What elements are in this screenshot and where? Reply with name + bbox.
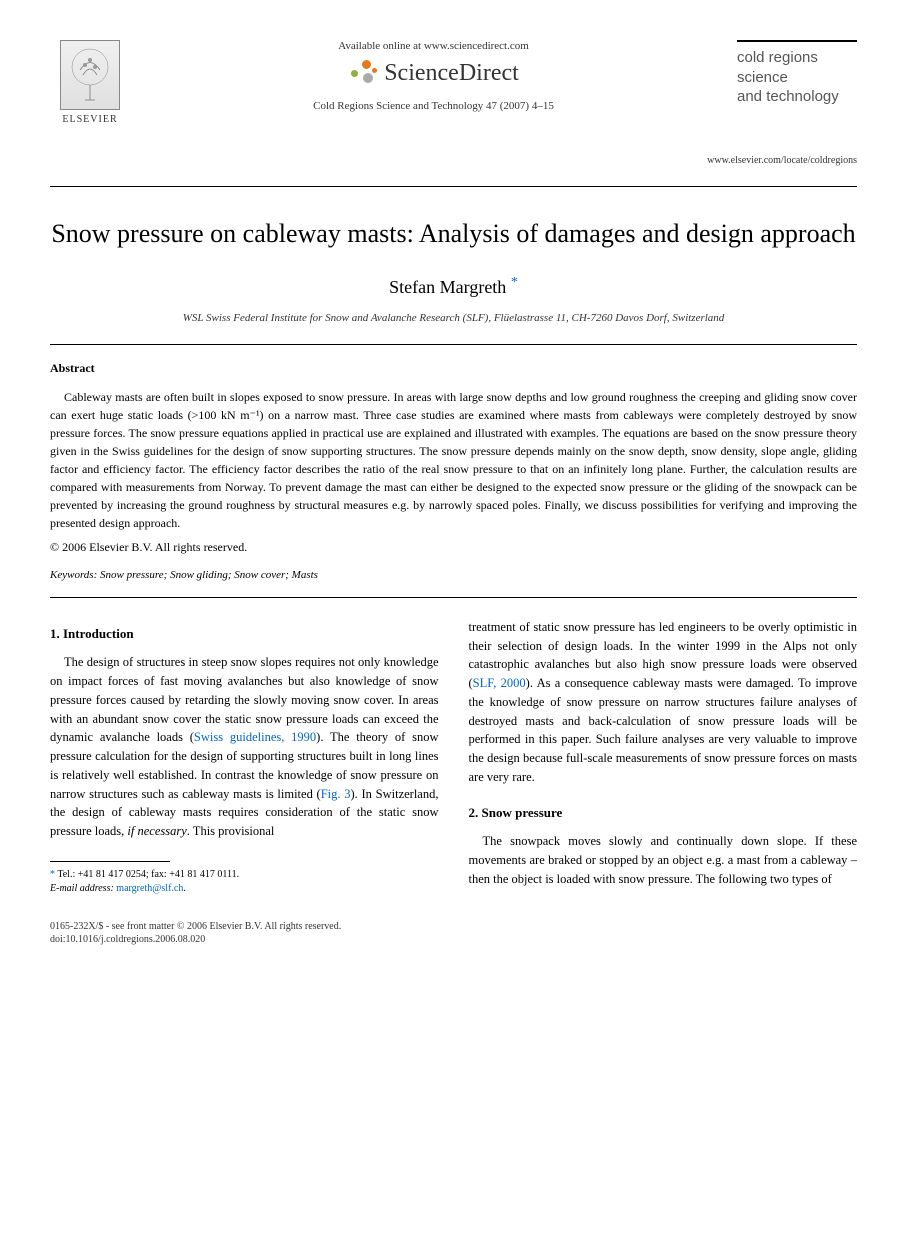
title-top-rule [50,186,857,187]
footnote-fax: +41 81 417 0111. [169,869,239,880]
intro-paragraph-1: The design of structures in steep snow s… [50,653,439,841]
ref-slf-2000[interactable]: SLF, 2000 [473,676,526,690]
section-2-paragraph-1: The snowpack moves slowly and continuall… [469,832,858,888]
intro-col2-text-b: ). As a consequence cableway masts were … [469,676,858,784]
sciencedirect-block: ScienceDirect [130,58,737,88]
ref-fig-3[interactable]: Fig. 3 [321,787,351,801]
citation-line: Cold Regions Science and Technology 47 (… [130,100,737,112]
sciencedirect-wordmark: ScienceDirect [384,60,519,87]
journal-url: www.elsevier.com/locate/coldregions [50,155,857,166]
corresponding-author-footnote: * Tel.: +41 81 417 0254; fax: +41 81 417… [50,868,439,896]
page-footer: 0165-232X/$ - see front matter © 2006 El… [50,920,857,946]
sciencedirect-dots-icon [348,58,378,88]
abstract-copyright: © 2006 Elsevier B.V. All rights reserved… [50,540,857,555]
journal-name-line3: and technology [737,88,839,105]
column-left: 1. Introduction The design of structures… [50,618,439,896]
column-right: treatment of static snow pressure has le… [469,618,858,896]
journal-title-block: cold regions science and technology [737,40,857,107]
journal-name: cold regions science and technology [737,48,857,107]
abstract-bottom-rule [50,597,857,598]
keywords-label: Keywords: [50,569,97,581]
section-1-heading: 1. Introduction [50,624,439,644]
abstract-heading: Abstract [50,361,857,376]
footnote-email[interactable]: margreth@slf.ch [116,883,183,894]
journal-top-rule [737,40,857,42]
abstract-body: Cableway masts are often built in slopes… [50,390,857,530]
footnote-tel: +41 81 417 0254; [78,869,151,880]
footer-doi-line: doi:10.1016/j.coldregions.2006.08.020 [50,933,857,946]
intro-paragraph-continued: treatment of static snow pressure has le… [469,618,858,787]
journal-name-line2: science [737,69,788,86]
footnote-email-label: E-mail address: [50,883,114,894]
header-row: ELSEVIER Available online at www.science… [50,40,857,125]
elsevier-tree-icon [65,45,115,105]
elsevier-tree-logo [60,40,120,110]
keywords-line: Keywords: Snow pressure; Snow gliding; S… [50,569,857,581]
intro-emphasis: if necessary [127,824,186,838]
author-line: Stefan Margreth * [50,275,857,298]
elsevier-label: ELSEVIER [62,114,117,125]
article-title: Snow pressure on cableway masts: Analysi… [50,217,857,251]
ref-swiss-guidelines[interactable]: Swiss guidelines, 1990 [194,730,316,744]
body-two-column: 1. Introduction The design of structures… [50,618,857,896]
header-center: Available online at www.sciencedirect.co… [130,40,737,112]
keywords-text: Snow pressure; Snow gliding; Snow cover;… [100,569,318,581]
footnote-tel-label: Tel.: [57,869,77,880]
journal-name-line1: cold regions [737,49,818,66]
footnote-rule [50,861,170,862]
author-corresponding-marker: * [511,275,518,290]
author-name: Stefan Margreth [389,277,506,297]
author-affiliation: WSL Swiss Federal Institute for Snow and… [50,312,857,324]
abstract-top-rule [50,344,857,345]
footer-copyright-line: 0165-232X/$ - see front matter © 2006 El… [50,920,857,933]
section-2-heading: 2. Snow pressure [469,803,858,823]
available-online-text: Available online at www.sciencedirect.co… [130,40,737,52]
abstract-text: Cableway masts are often built in slopes… [50,388,857,532]
footnote-marker: * [50,869,55,880]
footnote-email-suffix: . [183,883,186,894]
elsevier-publisher-block: ELSEVIER [50,40,130,125]
intro-text-d: . This provisional [187,824,275,838]
footnote-fax-label: fax: [151,869,169,880]
